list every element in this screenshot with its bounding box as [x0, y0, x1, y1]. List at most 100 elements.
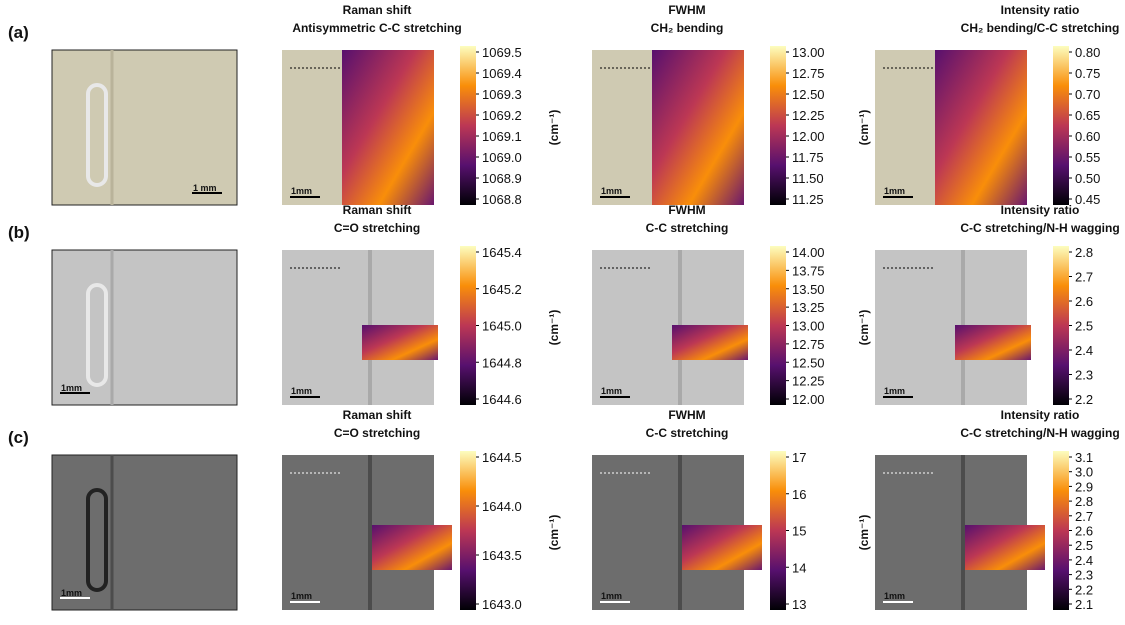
colorbar-tick-label: 2.2: [1075, 392, 1093, 407]
colorbar-tick-label: 1645.4: [482, 245, 522, 260]
colorbar-tick-label: 2.6: [1075, 294, 1093, 309]
colorbar-unit: (cm⁻¹): [857, 110, 871, 146]
colorbar: [460, 246, 476, 405]
map-title: Raman shift: [343, 3, 412, 17]
colorbar-tick-label: 12.00: [792, 392, 825, 407]
colorbar-tick-label: 1643.0: [482, 597, 522, 612]
colorbar-tick-label: 2.3: [1075, 368, 1093, 383]
colorbar-tick-label: 3.1: [1075, 450, 1093, 465]
colorbar: [770, 246, 786, 405]
colorbar-tick-label: 12.25: [792, 374, 825, 389]
scale-label: 1mm: [884, 386, 905, 396]
heatmap: [372, 525, 452, 570]
colorbar-tick-label: 11.50: [792, 171, 824, 186]
colorbar-tick-label: 17: [792, 450, 806, 465]
heatmap: [682, 525, 762, 570]
colorbar-tick-label: 2.9: [1075, 479, 1093, 494]
colorbar-tick-label: 0.50: [1075, 171, 1100, 186]
map-subtitle: C=O stretching: [334, 221, 420, 235]
colorbar-tick-label: 2.6: [1075, 524, 1093, 539]
heatmap: [652, 50, 744, 205]
colorbar-tick-label: 12.75: [792, 66, 825, 81]
colorbar-tick-label: 2.7: [1075, 509, 1093, 524]
scale-label: 1mm: [884, 186, 905, 196]
colorbar-tick-label: 16: [792, 487, 806, 502]
colorbar-tick-label: 13.75: [792, 263, 825, 278]
colorbar-tick-label: 1069.0: [482, 150, 522, 165]
colorbar-tick-label: 13: [792, 597, 806, 612]
colorbar-tick-label: 1069.3: [482, 87, 522, 102]
colorbar-tick-label: 2.4: [1075, 343, 1093, 358]
heatmap: [935, 50, 1027, 205]
colorbar-tick-label: 12.50: [792, 355, 825, 370]
scale-label: 1mm: [61, 588, 82, 598]
map-title: FWHM: [668, 203, 705, 217]
map-subtitle: C=O stretching: [334, 426, 420, 440]
colorbar-tick-label: 2.2: [1075, 582, 1093, 597]
map-title: Intensity ratio: [1001, 203, 1080, 217]
scale-label: 1mm: [601, 186, 622, 196]
colorbar-tick-label: 0.55: [1075, 150, 1100, 165]
heatmap: [342, 50, 434, 205]
colorbar-tick-label: 14.00: [792, 245, 825, 260]
colorbar-tick-label: 12.25: [792, 108, 825, 123]
colorbar: [460, 46, 476, 205]
colorbar-tick-label: 2.4: [1075, 553, 1093, 568]
colorbar-tick-label: 1644.6: [482, 392, 522, 407]
map-title: Raman shift: [343, 408, 412, 422]
map-subtitle: C-C stretching/N-H wagging: [960, 426, 1119, 440]
map-title: FWHM: [668, 3, 705, 17]
colorbar-tick-label: 13.50: [792, 282, 825, 297]
map-subtitle: C-C stretching/N-H wagging: [960, 221, 1119, 235]
colorbar-tick-label: 2.7: [1075, 270, 1093, 285]
heatmap: [965, 525, 1045, 570]
scale-label: 1mm: [884, 591, 905, 601]
colorbar-tick-label: 13.00: [792, 319, 825, 334]
colorbar-tick-label: 0.70: [1075, 87, 1100, 102]
row-label: (b): [8, 223, 30, 242]
colorbar-tick-label: 2.8: [1075, 494, 1093, 509]
map-title: Intensity ratio: [1001, 408, 1080, 422]
colorbar-unit: (cm⁻¹): [547, 110, 561, 146]
colorbar-tick-label: 1069.2: [482, 108, 522, 123]
photo: [52, 250, 237, 405]
map-title: Intensity ratio: [1001, 3, 1080, 17]
heatmap: [362, 325, 438, 360]
colorbar-tick-label: 12.50: [792, 87, 825, 102]
colorbar: [1053, 246, 1069, 405]
colorbar-tick-label: 1068.8: [482, 192, 522, 207]
colorbar-tick-label: 0.75: [1075, 66, 1100, 81]
row-label: (a): [8, 23, 29, 42]
colorbar-tick-label: 0.65: [1075, 108, 1100, 123]
colorbar-tick-label: 0.60: [1075, 129, 1100, 144]
colorbar-unit: (cm⁻¹): [547, 310, 561, 346]
heatmap: [955, 325, 1031, 360]
scale-label: 1mm: [601, 591, 622, 601]
colorbar-tick-label: 1643.5: [482, 548, 522, 563]
map-subtitle: CH₂ bending: [651, 21, 724, 35]
page: {"rows": [ {"label": "(a)", "photo_scale…: [0, 0, 1125, 620]
scale-label: 1mm: [291, 386, 312, 396]
scale-label: 1mm: [601, 386, 622, 396]
colorbar-tick-label: 2.3: [1075, 568, 1093, 583]
colorbar-tick-label: 2.5: [1075, 538, 1093, 553]
colorbar-unit: (cm⁻¹): [857, 515, 871, 551]
colorbar-tick-label: 2.5: [1075, 319, 1093, 334]
colorbar-tick-label: 1645.2: [482, 282, 522, 297]
colorbar-tick-label: 0.80: [1075, 45, 1100, 60]
colorbar-tick-label: 13.00: [792, 45, 825, 60]
colorbar-tick-label: 1645.0: [482, 319, 522, 334]
figure: (a)1 mmRaman shiftAntisymmetric C-C stre…: [0, 0, 1125, 620]
colorbar: [770, 46, 786, 205]
colorbar-tick-label: 12.75: [792, 337, 825, 352]
map-subtitle: Antisymmetric C-C stretching: [292, 21, 461, 35]
colorbar-tick-label: 1644.8: [482, 355, 522, 370]
colorbar-tick-label: 1069.5: [482, 45, 522, 60]
colorbar-tick-label: 3.0: [1075, 465, 1093, 480]
map-subtitle: C-C stretching: [646, 221, 729, 235]
colorbar-tick-label: 13.25: [792, 300, 825, 315]
colorbar: [1053, 451, 1069, 610]
colorbar-tick-label: 2.8: [1075, 245, 1093, 260]
colorbar-tick-label: 1069.1: [482, 129, 522, 144]
colorbar-unit: (cm⁻¹): [547, 515, 561, 551]
